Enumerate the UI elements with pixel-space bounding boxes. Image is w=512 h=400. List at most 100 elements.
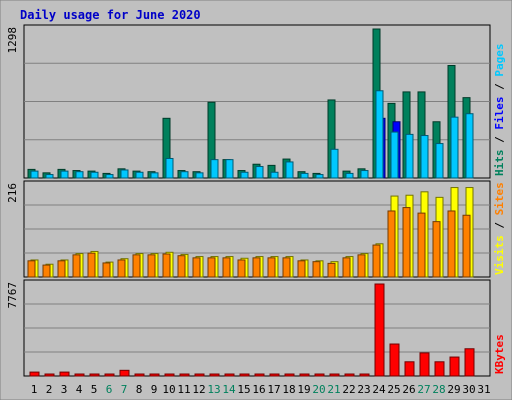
bar-pages-day-26 [405,133,414,179]
bar-pages-day-10 [165,157,174,179]
x-axis-labels: 1 2 3 4 5 6 7 8 9 10 11 12 13 14 15 16 17 18 19 20 21 22 23 24 2… [31,383,491,396]
bar-kbytes-day-11 [179,373,190,377]
x-tick-label: 9 [151,383,158,396]
bar-pages-day-18 [285,161,294,179]
bar-pages-day-25 [390,131,399,179]
legend-item: Visits [493,235,506,275]
bar-kbytes-day-12 [194,373,205,377]
bar-kbytes-day-9 [149,373,160,377]
legend-hits: Hits / Files / Pages [493,44,506,177]
bar-pages-day-4 [75,171,84,179]
x-tick-label: 4 [76,383,83,396]
x-tick-label: 11 [177,383,190,396]
bar-pages-day-11 [180,171,189,179]
bar-sites-day-20 [312,261,321,278]
legend-item: Files [493,97,506,130]
bar-sites-day-18 [282,257,291,278]
bar-sites-day-8 [132,254,141,278]
chart-title: Daily usage for June 2020 [20,8,201,22]
bar-pages-day-5 [90,171,99,179]
x-tick-label: 14 [222,383,236,396]
bar-pages-day-16 [255,166,264,179]
bar-pages-day-20 [315,174,324,179]
x-tick-label: 24 [372,383,386,396]
bar-sites-day-11 [177,255,186,278]
bar-sites-day-23 [357,254,366,278]
bar-sites-day-15 [237,259,246,278]
x-tick-label: 2 [46,383,53,396]
bar-kbytes-day-5 [89,373,100,377]
legend-visits: Visits / Sites [493,182,506,275]
panel-kbytes: 7767 KBytes [6,279,506,377]
legend-item: Pages [493,44,506,77]
bar-kbytes-day-24 [374,283,385,377]
y-max-label: 7767 [6,282,19,309]
bar-kbytes-day-28 [434,361,445,377]
x-tick-label: 7 [121,383,128,396]
bar-kbytes-day-4 [74,373,85,377]
bar-sites-day-9 [147,254,156,278]
bar-pages-day-28 [435,143,444,179]
legend-kbytes: KBytes [493,334,506,374]
bar-kbytes-day-23 [359,373,370,377]
bar-sites-day-17 [267,257,276,278]
x-tick-label: 16 [252,383,265,396]
bar-pages-day-12 [195,172,204,179]
chart-panels: 1298 Hits / Files / Pages 216 Visits / Site… [6,24,506,377]
x-tick-label: 29 [447,383,460,396]
bar-sites-day-10 [162,253,171,278]
y-max-label: 216 [6,183,19,203]
x-tick-label: 27 [417,383,430,396]
x-tick-label: 26 [402,383,415,396]
x-tick-label: 3 [61,383,68,396]
panel-hits: 1298 Hits / Files / Pages [6,24,506,179]
x-tick-label: 19 [297,383,310,396]
x-tick-label: 18 [282,383,295,396]
bar-sites-day-14 [222,257,231,278]
bar-sites-day-26 [402,207,411,278]
bar-pages-day-1 [30,170,39,179]
x-tick-label: 1 [31,383,38,396]
bar-kbytes-day-26 [404,361,415,377]
bar-sites-day-24 [372,244,381,278]
x-tick-label: 28 [432,383,445,396]
bar-pages-day-19 [300,172,309,179]
y-max-label: 1298 [6,27,19,54]
x-tick-label: 10 [162,383,175,396]
bar-sites-day-6 [102,262,111,278]
bar-sites-day-19 [297,260,306,278]
bar-pages-day-24 [375,90,384,179]
legend-item: / [493,215,506,235]
x-tick-label: 22 [342,383,355,396]
x-tick-label: 21 [327,383,340,396]
bar-kbytes-day-20 [314,373,325,377]
bar-pages-day-17 [270,171,279,179]
bar-kbytes-day-25 [389,343,400,377]
bar-pages-day-7 [120,169,129,179]
bar-kbytes-day-18 [284,373,295,377]
x-tick-label: 13 [207,383,220,396]
bar-pages-day-30 [465,113,474,179]
bar-sites-day-28 [432,221,441,278]
bar-pages-day-6 [105,174,114,179]
bar-sites-day-12 [192,257,201,278]
bar-kbytes-day-13 [209,373,220,377]
bar-sites-day-22 [342,257,351,278]
x-tick-label: 31 [477,383,490,396]
bar-pages-day-8 [135,171,144,179]
bar-kbytes-day-14 [224,373,235,377]
bar-kbytes-day-16 [254,373,265,377]
bar-sites-day-30 [462,214,471,278]
bar-sites-day-3 [57,260,66,278]
bar-kbytes-day-27 [419,352,430,377]
x-tick-label: 25 [387,383,400,396]
bar-kbytes-day-17 [269,373,280,377]
bar-kbytes-day-2 [44,373,55,377]
bar-kbytes-day-3 [59,371,70,377]
bar-kbytes-day-10 [164,373,175,377]
bar-kbytes-day-8 [134,373,145,377]
x-tick-label: 20 [312,383,325,396]
legend-item: / [493,77,506,97]
bar-pages-day-21 [330,148,339,179]
legend-item: KBytes [493,334,506,374]
